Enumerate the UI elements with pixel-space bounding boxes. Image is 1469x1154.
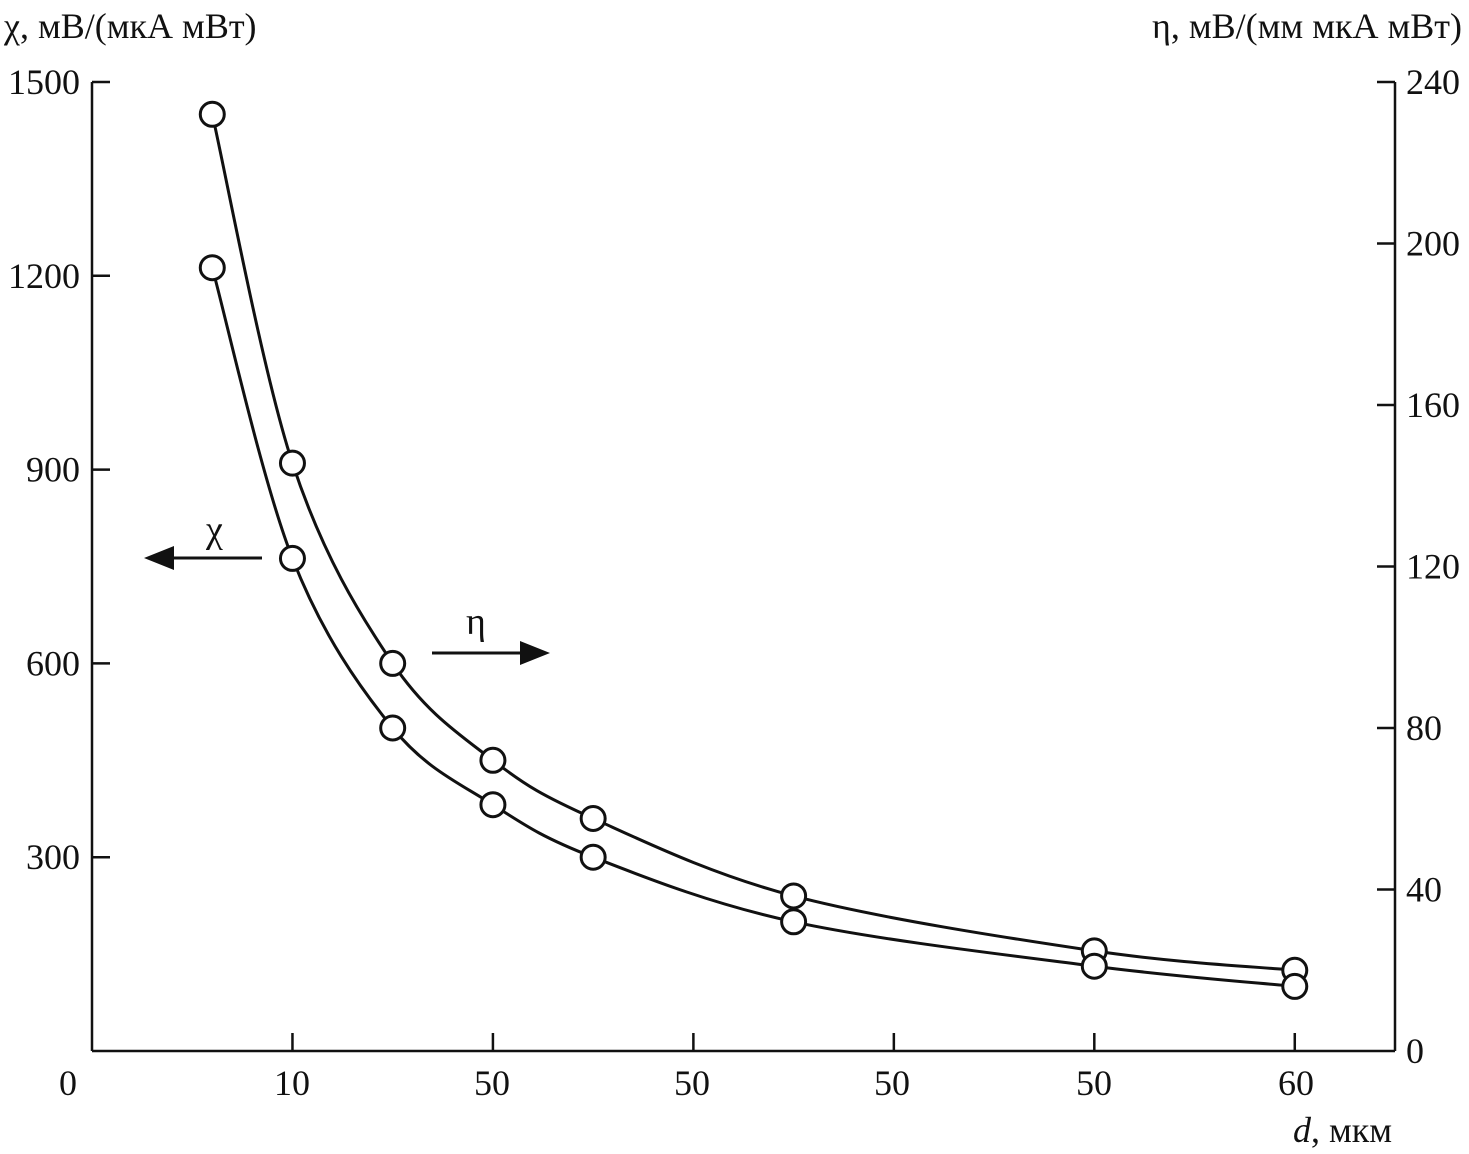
left-tick-label-2: 900 — [26, 450, 80, 490]
ticks: 0 10 50 50 50 50 60 300 600 900 1200 1500 0 40 80 120 16… — [8, 62, 1460, 1103]
x-axis-title-unit: , мкм — [1311, 1110, 1392, 1150]
series-0-point-3 — [479, 746, 507, 774]
left-tick-label-0: 300 — [26, 837, 80, 877]
annotation-chi-arrow-head — [144, 546, 174, 570]
right-tick-label-1: 40 — [1406, 870, 1442, 910]
series-0-point-0 — [198, 100, 226, 128]
annotation-eta-label: η — [466, 601, 486, 643]
x-tick-label-4: 50 — [874, 1063, 910, 1103]
right-tick-label-5: 200 — [1406, 224, 1460, 264]
right-tick-label-6: 240 — [1406, 62, 1460, 102]
series-1-point-6 — [1080, 952, 1108, 980]
right-axis-title: η, мВ/(мм мкА мВт) — [1152, 6, 1462, 46]
right-tick-label-2: 80 — [1406, 708, 1442, 748]
right-tick-label-0: 0 — [1406, 1031, 1424, 1071]
series-1-point-3 — [479, 791, 507, 819]
series-1-point-5 — [780, 908, 808, 936]
left-axis-title: χ, мВ/(мкА мВт) — [3, 6, 257, 46]
x-axis-title-var: d — [1293, 1110, 1312, 1150]
x-tick-label-3: 50 — [674, 1063, 710, 1103]
series-0-line — [210, 113, 1295, 972]
annotation-chi: χ — [144, 509, 262, 570]
x-tick-label-5: 50 — [1076, 1063, 1112, 1103]
x-tick-label-1: 10 — [274, 1063, 310, 1103]
annotation-eta: η — [432, 601, 550, 665]
annotation-chi-label: χ — [205, 509, 223, 551]
curves — [210, 113, 1295, 988]
x-tick-label-0: 0 — [59, 1063, 77, 1103]
left-tick-label-3: 1200 — [8, 256, 80, 296]
right-tick-label-3: 120 — [1406, 547, 1460, 587]
left-tick-label-4: 1500 — [8, 62, 80, 102]
right-tick-label-4: 160 — [1406, 385, 1460, 425]
x-tick-label-6: 60 — [1278, 1063, 1314, 1103]
series-1-point-7 — [1281, 972, 1309, 1000]
series-0-point-5 — [780, 882, 808, 910]
series-1-point-4 — [579, 843, 607, 871]
left-tick-label-1: 600 — [26, 643, 80, 683]
series-1-point-0 — [198, 254, 226, 282]
annotation-eta-arrow-head — [520, 641, 550, 665]
x-tick-label-2: 50 — [474, 1063, 510, 1103]
series-1-point-2 — [379, 714, 407, 742]
series-1-point-1 — [278, 544, 306, 572]
points — [198, 100, 1309, 1000]
series-1-line — [210, 267, 1295, 988]
series-0-point-1 — [278, 449, 306, 477]
series-0-point-4 — [579, 804, 607, 832]
x-axis-title: d, мкм — [1293, 1110, 1392, 1150]
series-0-point-2 — [379, 649, 407, 677]
